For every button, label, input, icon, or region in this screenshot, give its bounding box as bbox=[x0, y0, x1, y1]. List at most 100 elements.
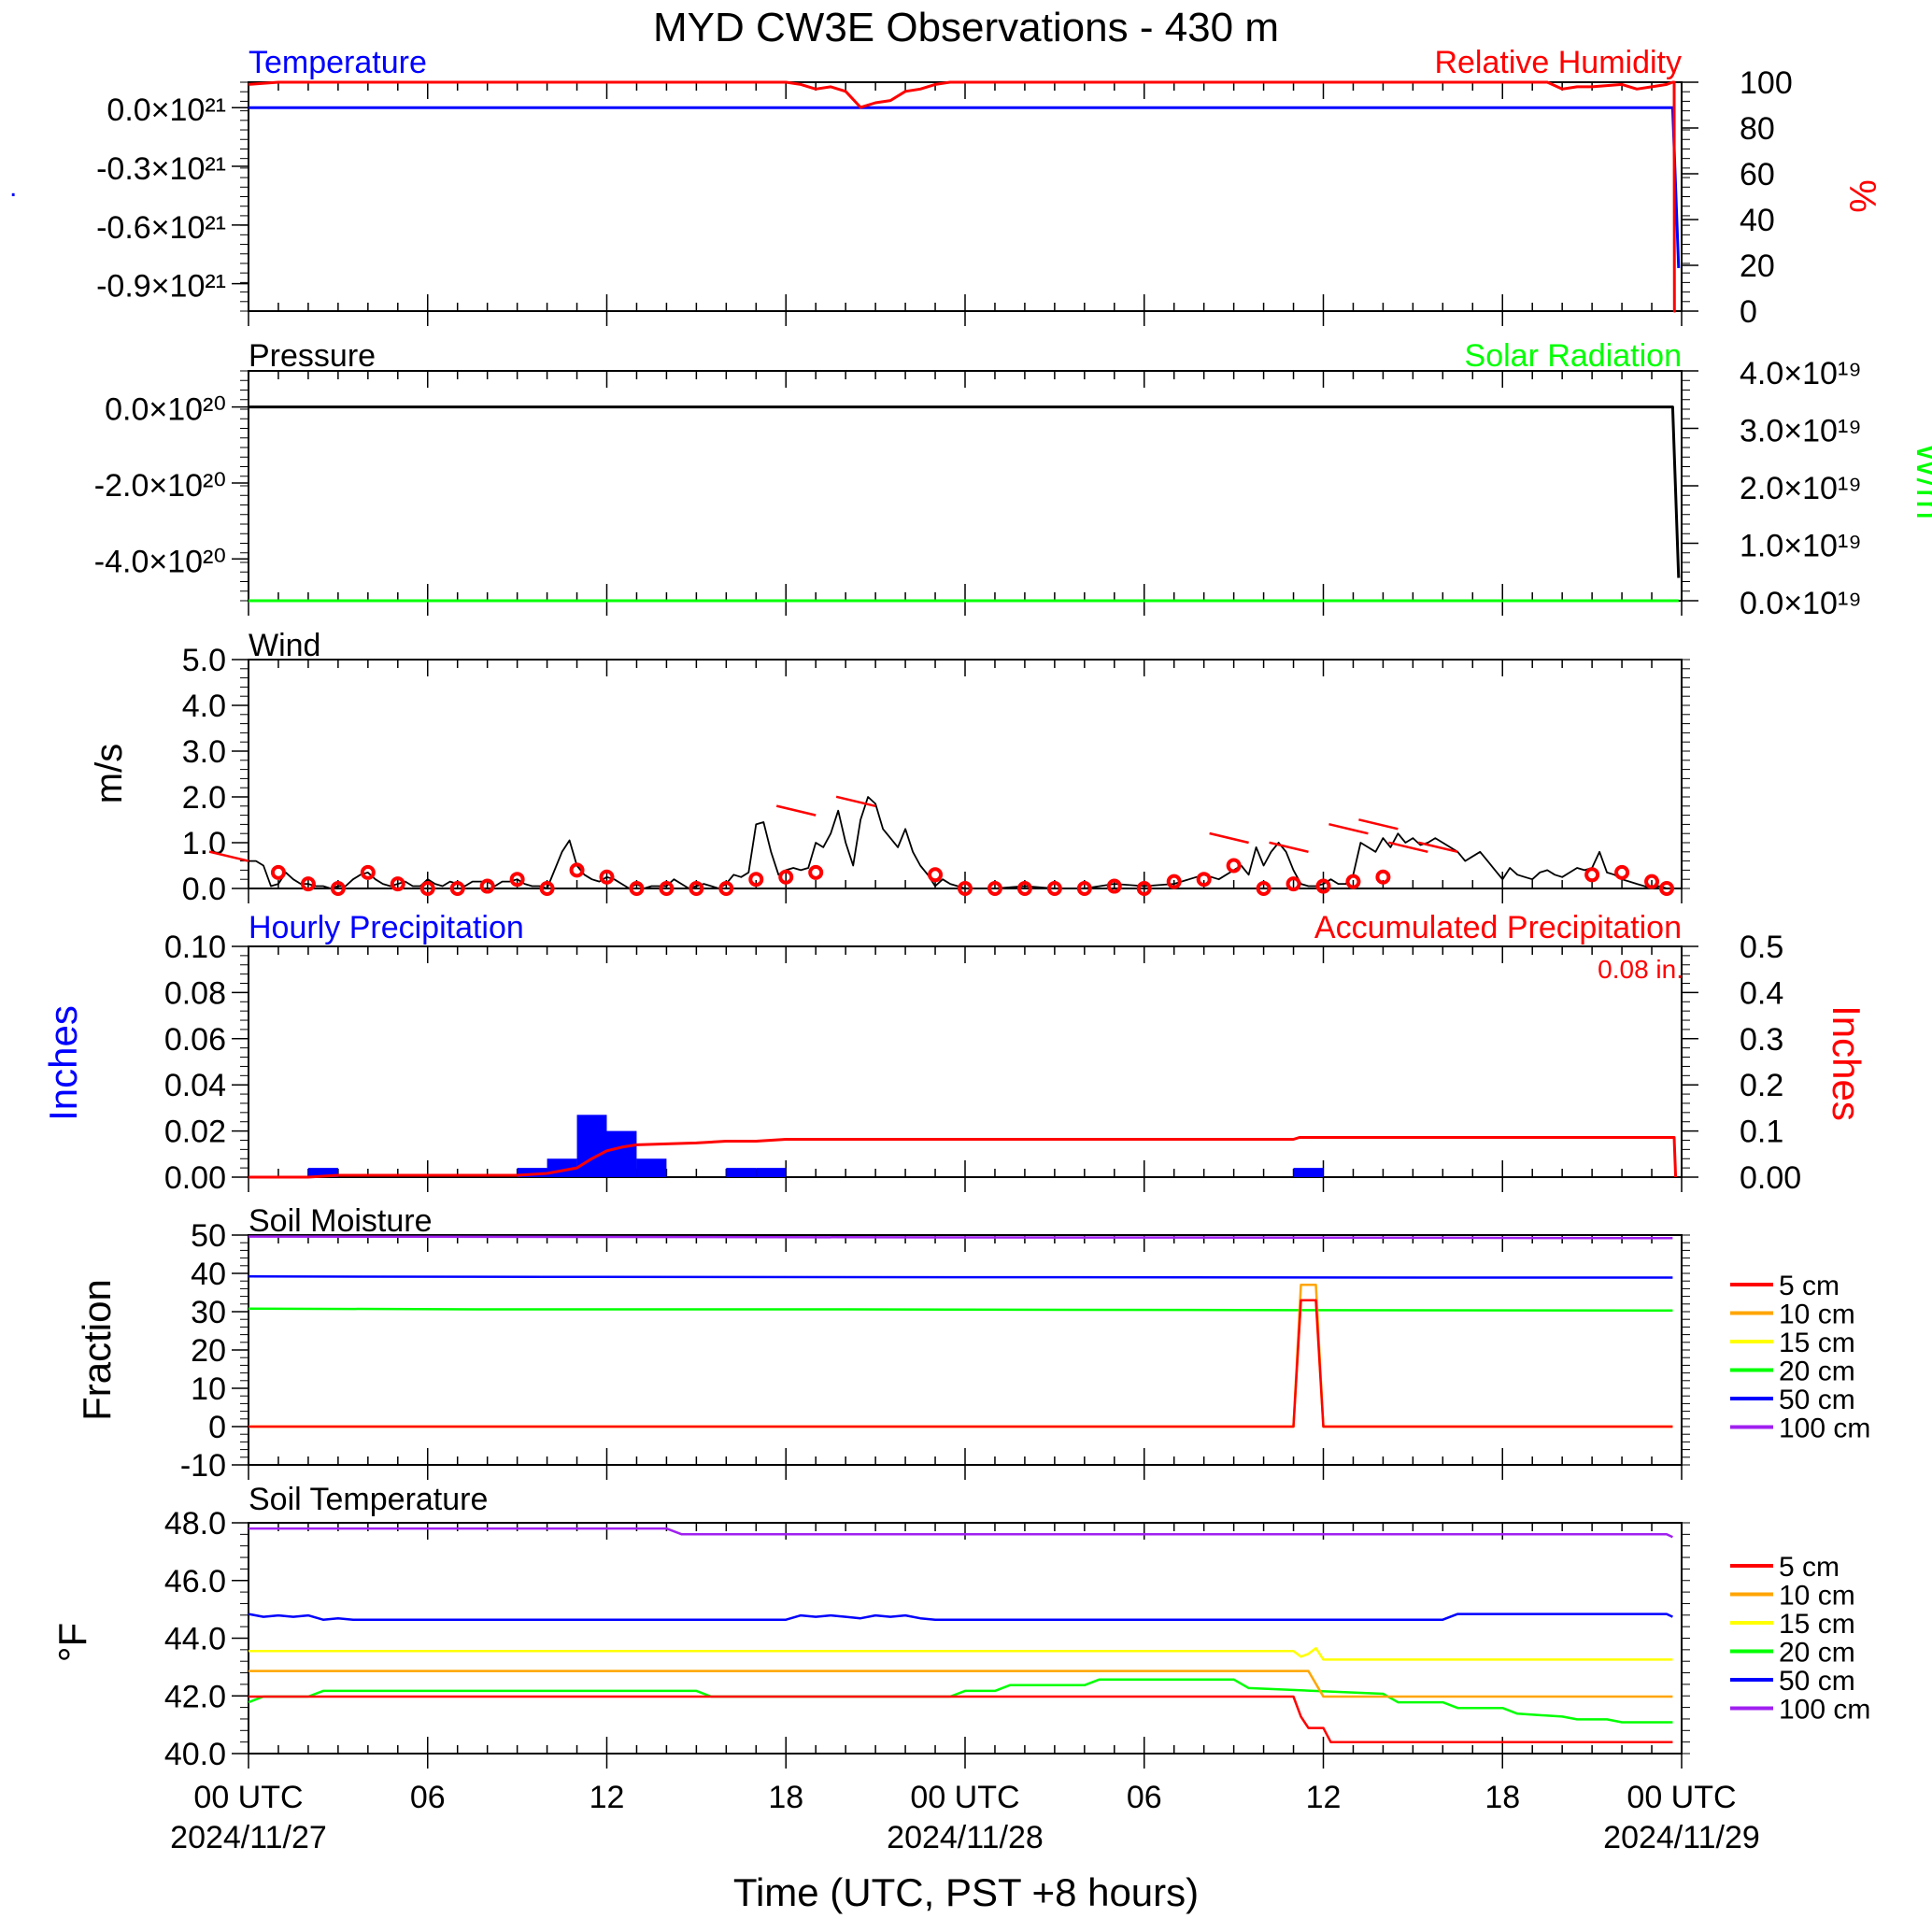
pressure-ytick-label: -4.0×10²⁰ bbox=[94, 544, 226, 579]
solar-ytick-label: 0.0×10¹⁹ bbox=[1740, 586, 1862, 621]
accum-ytick-right-label: 0.1 bbox=[1740, 1115, 1783, 1150]
soil-moisture-line-20cm bbox=[248, 1307, 1673, 1313]
soil-moisture-title: Soil Moisture bbox=[249, 1203, 433, 1239]
soil-temperature-line-15cm bbox=[249, 1646, 1673, 1661]
x-tick-label: 00 UTC bbox=[193, 1780, 303, 1815]
temp-ytick-label: 0.0×10²¹ bbox=[107, 92, 226, 128]
precip-unit-left: Inches bbox=[41, 1005, 85, 1121]
precipitation-panel: Hourly Precipitation Accumulated Precipit… bbox=[41, 910, 1868, 1196]
rh-line bbox=[248, 80, 1676, 313]
accum-precip-line bbox=[249, 1136, 1678, 1179]
soil-moist-ytick-label: 30 bbox=[191, 1295, 226, 1330]
x-axis-label: Time (UTC, PST +8 hours) bbox=[733, 1870, 1199, 1914]
soil-moisture-legend-label: 20 cm bbox=[1779, 1357, 1855, 1387]
soil-moist-ytick-label: 20 bbox=[191, 1333, 226, 1369]
temp-ytick-label: -0.9×10²¹ bbox=[96, 269, 226, 305]
solar-unit-label: W/m bbox=[1909, 443, 1932, 519]
x-date-label: 2024/11/27 bbox=[170, 1820, 327, 1855]
temp-unit-label: . bbox=[9, 172, 17, 203]
solar-ytick-label: 1.0×10¹⁹ bbox=[1740, 529, 1862, 564]
precip-bar bbox=[636, 1158, 667, 1177]
time-axis: 00 UTC 06 12 18 00 UTC 06 12 18 00 UTC 2024/11/27… bbox=[170, 1780, 1760, 1855]
wind-ytick-label: 3.0 bbox=[182, 734, 226, 770]
rh-ytick-label: 0 bbox=[1740, 294, 1757, 330]
x-tick-label: 06 bbox=[410, 1780, 446, 1815]
wind-gust-marker bbox=[928, 867, 944, 883]
wind-gust-marker bbox=[330, 881, 346, 896]
wind-ytick-label: 2.0 bbox=[182, 780, 226, 816]
soil-temp-ytick-label: 44.0 bbox=[164, 1622, 226, 1657]
wind-barb bbox=[775, 804, 817, 817]
soil-temperature-legend-label: 10 cm bbox=[1779, 1581, 1855, 1612]
rh-ytick-label: 40 bbox=[1740, 203, 1775, 238]
precip-bar bbox=[576, 1115, 607, 1177]
wind-gust-marker bbox=[958, 881, 973, 896]
soil-temp-ytick-label: 48.0 bbox=[164, 1506, 226, 1542]
precip-ytick-label: 0.02 bbox=[164, 1115, 226, 1150]
wind-gust-marker bbox=[1315, 878, 1331, 894]
wind-gust-marker bbox=[659, 881, 675, 896]
soil-temperature-legend-label: 5 cm bbox=[1779, 1552, 1840, 1583]
x-tick-label: 12 bbox=[1306, 1780, 1342, 1815]
accum-total-annotation: 0.08 in. bbox=[1598, 955, 1683, 984]
precip-ytick-label: 0.00 bbox=[164, 1160, 226, 1196]
x-tick-label: 00 UTC bbox=[910, 1780, 1019, 1815]
wind-gust-marker bbox=[1196, 872, 1212, 888]
x-tick-label: 12 bbox=[590, 1780, 625, 1815]
pressure-solar-panel: Pressure Solar Radiation 0.0×10²⁰ -2.0×10²⁰… bbox=[94, 338, 1932, 621]
wind-gust-marker bbox=[569, 862, 585, 878]
wind-gust-marker bbox=[778, 869, 794, 885]
accum-ytick-right-label: 0.2 bbox=[1740, 1068, 1783, 1103]
soil-moist-ytick-label: 0 bbox=[208, 1410, 226, 1445]
temperature-title: Temperature bbox=[249, 45, 427, 80]
precip-ytick-label: 0.10 bbox=[164, 930, 226, 965]
precip-ytick-label: 0.06 bbox=[164, 1022, 226, 1058]
soil-temperature-panel: Soil Temperature 48.0 46.0 44.0 42.0 40.0 °F 5 … bbox=[50, 1482, 1870, 1772]
precip-bar bbox=[726, 1168, 757, 1177]
wind-gust-marker bbox=[449, 881, 465, 896]
soil-temperature-line-5cm bbox=[249, 1695, 1673, 1744]
wind-gust-marker bbox=[748, 872, 764, 888]
soil-moist-ytick-label: 50 bbox=[191, 1218, 226, 1254]
accum-precip-title: Accumulated Precipitation bbox=[1314, 910, 1682, 945]
wind-gust-marker bbox=[270, 864, 286, 880]
soil-temperature-line-50cm bbox=[248, 1613, 1673, 1621]
wind-gust-marker bbox=[1136, 881, 1152, 896]
wind-gust-marker bbox=[360, 864, 376, 880]
temperature-line bbox=[249, 106, 1681, 268]
wind-panel: Wind 5.0 4.0 3.0 2.0 1.0 0.0 m/s bbox=[89, 628, 1690, 907]
soil-moisture-line-100cm bbox=[248, 1235, 1673, 1240]
wind-barb bbox=[1328, 822, 1369, 835]
soil-temperature-line-100cm bbox=[249, 1527, 1673, 1539]
soil-moist-ytick-label: 40 bbox=[191, 1257, 226, 1292]
pressure-ytick-label: 0.0×10²⁰ bbox=[105, 392, 226, 428]
wind-gust-marker bbox=[1076, 881, 1092, 896]
x-tick-label: 18 bbox=[1485, 1780, 1520, 1815]
wind-gust-marker bbox=[419, 881, 435, 896]
wind-ytick-label: 1.0 bbox=[182, 826, 226, 861]
temp-ytick-label: -0.3×10²¹ bbox=[96, 151, 226, 187]
wind-gust-marker bbox=[629, 881, 645, 896]
wind-gust-marker bbox=[1286, 876, 1301, 892]
pressure-line bbox=[249, 405, 1681, 578]
soil-temperature-legend-label: 100 cm bbox=[1779, 1695, 1870, 1726]
wind-barb bbox=[1388, 841, 1428, 854]
wind-title: Wind bbox=[249, 628, 320, 663]
soil-temperature-legend-label: 50 cm bbox=[1779, 1666, 1855, 1697]
soil-moisture-legend-label: 50 cm bbox=[1779, 1385, 1855, 1415]
rh-ytick-label: 80 bbox=[1740, 111, 1775, 147]
wind-gust-marker bbox=[987, 881, 1002, 896]
wind-gust-marker bbox=[1345, 874, 1361, 889]
precip-bar bbox=[606, 1130, 637, 1177]
precip-bar bbox=[307, 1168, 338, 1177]
rh-ytick-label: 100 bbox=[1740, 65, 1793, 101]
wind-gust-marker bbox=[390, 876, 405, 892]
wind-barb bbox=[835, 795, 876, 808]
wind-gust-marker bbox=[599, 869, 615, 885]
accum-ytick-right-label: 0.4 bbox=[1740, 975, 1783, 1011]
soil-temperature-line-10cm bbox=[249, 1669, 1673, 1698]
wind-barb bbox=[1358, 818, 1399, 831]
